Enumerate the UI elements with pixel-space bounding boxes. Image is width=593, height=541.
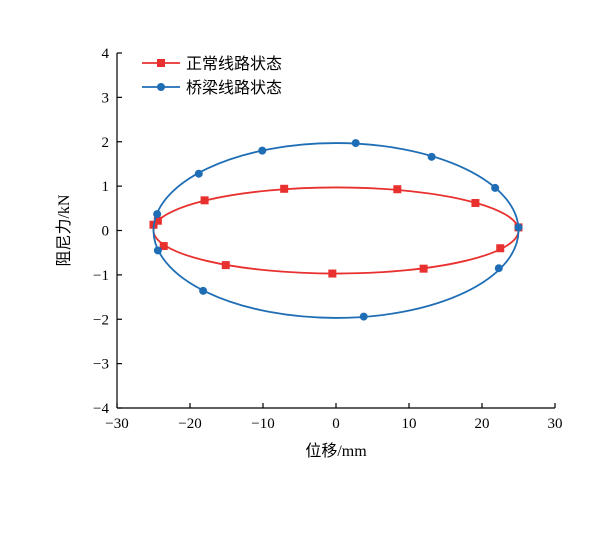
y-tick-label: 0 [102,224,110,240]
x-tick-label: 20 [475,416,490,432]
data-point [494,264,503,273]
y-tick-label: −4 [93,401,109,417]
data-point [359,312,368,321]
series-2 [152,139,523,321]
data-point [200,196,209,205]
y-tick-label: 1 [102,179,110,195]
x-tick-label: −10 [251,416,274,432]
data-point [258,146,267,155]
data-point [393,185,402,194]
data-point [221,261,230,270]
data-point [280,184,289,193]
legend-item: 桥梁线路状态 [142,79,282,97]
y-tick-label: −2 [93,312,109,328]
y-tick-label: −3 [93,357,109,373]
legend-label: 正常线路状态 [186,55,282,73]
data-point [153,216,162,225]
x-axis-title: 位移/mm [305,442,367,460]
x-tick-label: −30 [105,416,128,432]
data-point [496,244,505,253]
y-tick-label: 2 [102,135,110,151]
data-point [199,286,208,295]
series-layer [149,139,523,321]
data-point [159,242,168,251]
data-point [351,139,360,148]
legend-item: 正常线路状态 [142,55,282,73]
data-point [491,183,500,192]
data-point [153,246,162,255]
series-line [152,142,520,319]
data-point [419,264,428,273]
data-point [153,210,162,219]
y-tick-label: −1 [93,268,109,284]
x-tick-label: 30 [548,416,563,432]
y-tick-label: 3 [102,90,110,106]
data-point [427,152,436,161]
series-1 [149,184,523,278]
x-tick-label: −20 [178,416,201,432]
legend-label: 桥梁线路状态 [186,79,282,97]
data-point [471,198,480,207]
data-point [328,269,337,278]
legend-marker [157,59,165,67]
y-axis-title: 阻尼力/kN [55,194,73,266]
x-tick-label: 10 [402,416,417,432]
data-point [514,223,523,232]
x-tick-label: 0 [332,416,340,432]
y-tick-label: 4 [102,46,110,62]
data-point [194,169,203,178]
legend-marker [157,83,165,91]
